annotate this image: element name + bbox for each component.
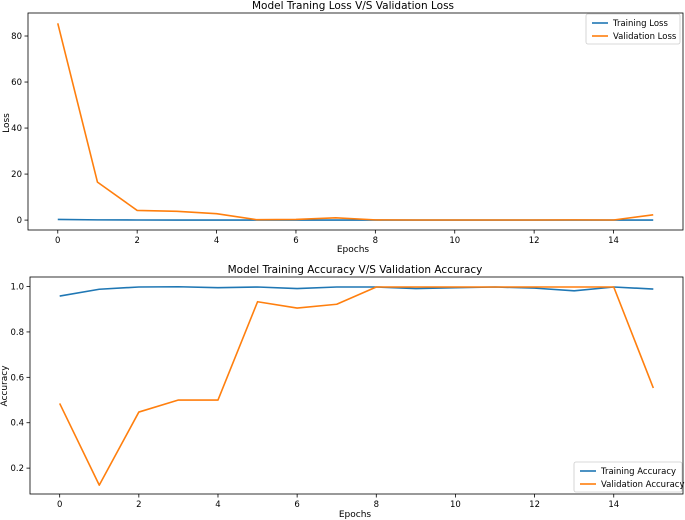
loss-legend-box [585,13,681,45]
loss-legend-training-label: Training Loss [612,19,668,29]
accuracy-chart-legend: Training Accuracy Validation Accuracy [573,461,684,493]
accuracy-xtick-label: 12 [529,500,540,510]
loss-chart-plot-area: 0 2 4 6 8 10 12 14 0 20 40 60 80 [11,12,684,246]
accuracy-ytick-label: 0.8 [10,328,24,338]
accuracy-xtick-label: 10 [450,500,461,510]
loss-ytick-label: 20 [11,170,22,180]
loss-chart: Model Traning Loss V/S Validation Loss 0… [2,0,684,255]
loss-xtick-label: 14 [608,236,619,246]
loss-legend-validation-label: Validation Loss [613,32,677,42]
loss-ytick-label: 80 [11,32,22,42]
accuracy-chart: Model Training Accuracy V/S Validation A… [0,264,684,520]
accuracy-xtick-label: 14 [608,500,619,510]
accuracy-series-training-line [59,285,654,297]
accuracy-ytick-label: 0.6 [10,373,24,383]
loss-xtick-label: 10 [449,236,460,246]
loss-chart-legend: Training Loss Validation Loss [585,13,681,45]
loss-chart-xlabel: Epochs [337,245,370,255]
loss-xtick-label: 2 [134,236,139,246]
accuracy-xtick-label: 0 [57,500,62,510]
accuracy-legend-validation-label: Validation Accuracy [601,480,684,490]
accuracy-xtick-label: 4 [215,500,220,510]
loss-chart-title: Model Traning Loss V/S Validation Loss [252,0,454,12]
loss-xtick-label: 8 [373,236,378,246]
accuracy-ytick-label: 0.4 [10,419,24,429]
accuracy-ytick-label: 1.0 [10,283,24,293]
accuracy-xtick-label: 6 [294,500,299,510]
loss-axes-frame [27,12,684,231]
loss-chart-ylabel: Loss [2,113,12,133]
loss-xtick-label: 4 [214,236,219,246]
accuracy-series-validation-line [58,286,655,486]
accuracy-axes-frame [29,276,684,495]
accuracy-xtick-label: 8 [374,500,379,510]
accuracy-chart-plot-area: 0 2 4 6 8 10 12 14 0.2 0.4 0.6 0.8 1.0 [10,276,684,510]
accuracy-ytick-label: 0.2 [10,464,24,474]
loss-xtick-label: 6 [293,236,298,246]
accuracy-xtick-label: 2 [136,500,141,510]
accuracy-legend-box [573,461,683,493]
loss-series-validation-line [56,23,654,221]
loss-ytick-label: 60 [11,78,22,88]
accuracy-chart-ylabel: Accuracy [0,365,10,407]
loss-ytick-label: 0 [17,216,22,226]
loss-xtick-label: 0 [55,236,60,246]
accuracy-chart-title: Model Training Accuracy V/S Validation A… [228,264,483,276]
loss-xtick-label: 12 [529,236,540,246]
accuracy-chart-xlabel: Epochs [339,510,372,520]
loss-ytick-label: 40 [11,124,22,134]
accuracy-legend-training-label: Training Accuracy [600,467,676,477]
